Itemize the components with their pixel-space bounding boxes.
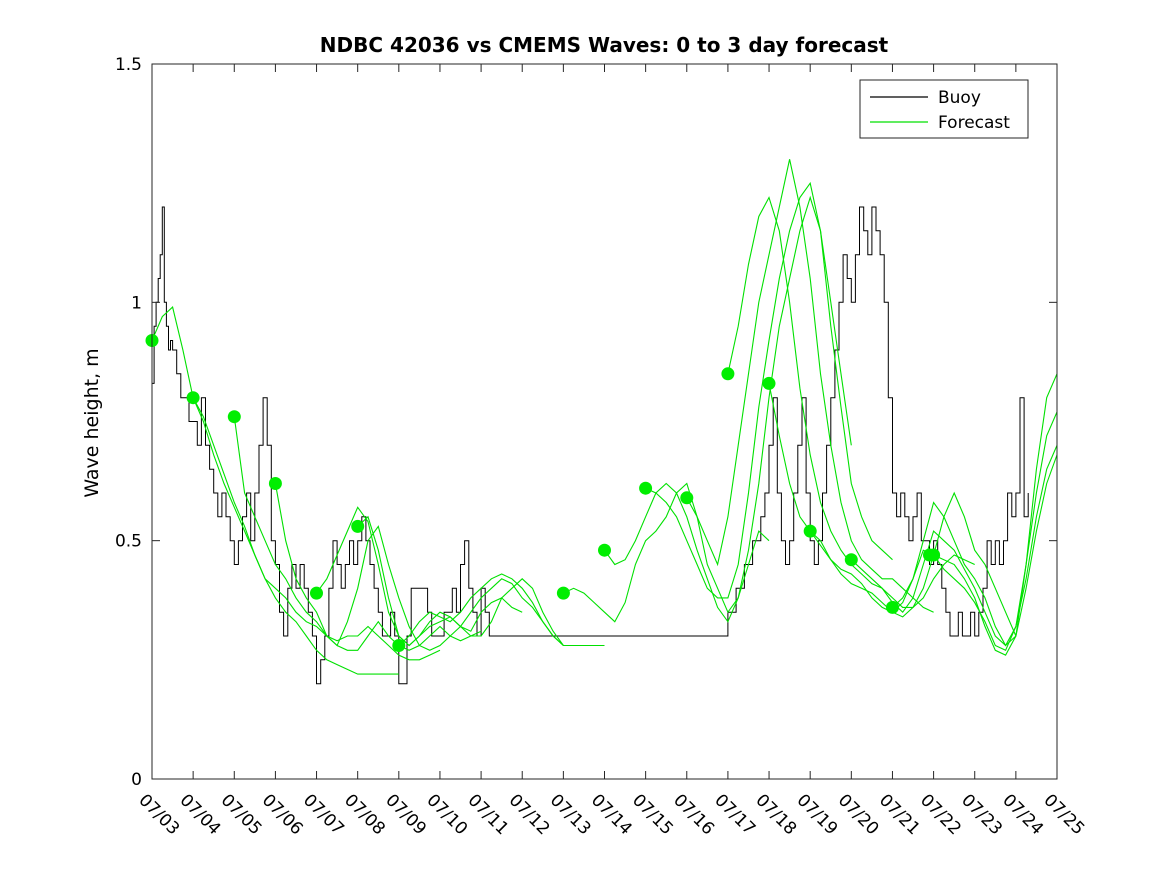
forecast-start-marker	[803, 524, 817, 538]
forecast-series-line-2	[192, 397, 441, 661]
forecast-series-line-17	[933, 454, 1057, 656]
buoy-series-line	[152, 206, 1029, 685]
forecast-start-marker	[392, 639, 406, 652]
y-tick-label: 0.5	[115, 532, 142, 552]
forecast-series-line-15	[850, 445, 1057, 647]
forecast-series-line-8	[563, 482, 770, 623]
forecast-start-marker	[639, 481, 653, 495]
forecast-start-marker	[227, 410, 241, 424]
forecast-start-marker	[721, 367, 735, 381]
forecast-start-marker	[762, 376, 776, 390]
forecast-start-marker	[680, 491, 694, 505]
plot-area	[145, 159, 1057, 685]
forecast-series-line-5	[316, 506, 564, 647]
legend-forecast-label: Forecast	[938, 113, 1010, 133]
forecast-start-marker	[351, 519, 365, 533]
forecast-series-line-7	[398, 573, 564, 646]
forecast-start-marker	[598, 543, 611, 557]
y-tick-label: 0	[131, 770, 142, 790]
forecast-start-marker	[556, 586, 570, 600]
forecast-start-marker	[923, 548, 936, 562]
forecast-series-line-4	[274, 483, 523, 651]
y-tick-label: 1.5	[115, 55, 142, 75]
forecast-series-line-10	[645, 181, 893, 599]
legend: Buoy Forecast	[859, 79, 1029, 139]
forecast-series-line-16	[892, 411, 1057, 652]
forecast-series-line-11	[686, 159, 934, 613]
forecast-start-marker	[268, 477, 282, 490]
forecast-series-line-3	[233, 416, 482, 651]
forecast-start-marker	[186, 391, 200, 405]
legend-buoy-label: Buoy	[938, 88, 981, 108]
y-tick-label: 1	[131, 293, 142, 313]
y-axis-label: Wave height, m	[81, 348, 103, 497]
legend-box	[859, 79, 1029, 139]
chart-title: NDBC 42036 vs CMEMS Waves: 0 to 3 day fo…	[320, 33, 889, 57]
forecast-start-marker	[844, 553, 858, 567]
forecast-start-marker	[886, 600, 899, 614]
forecast-series-line-9	[604, 195, 852, 623]
forecast-start-marker	[310, 586, 323, 600]
